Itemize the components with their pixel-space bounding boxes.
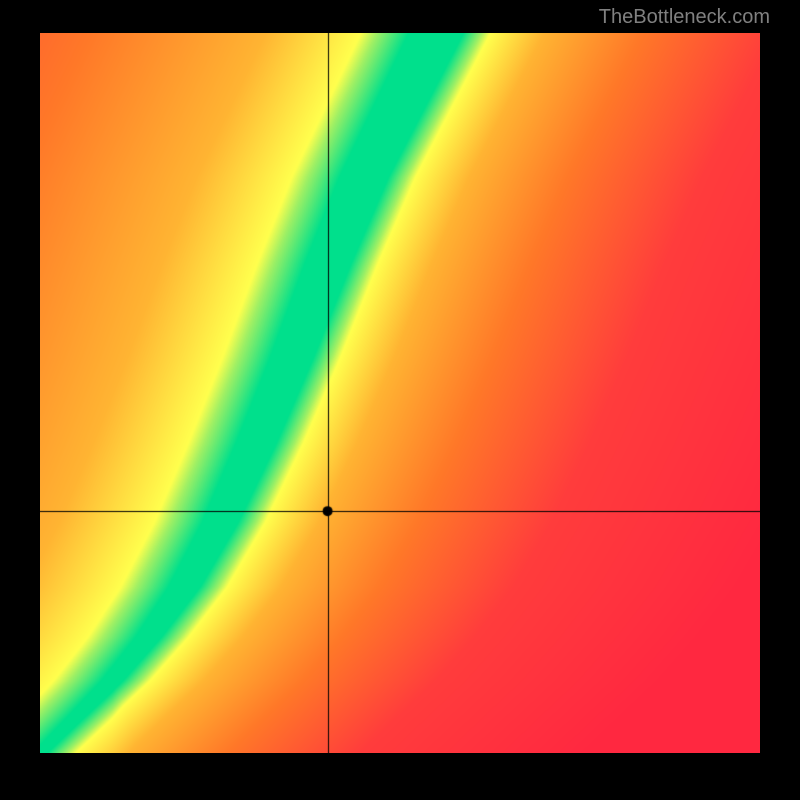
heatmap-chart (40, 33, 760, 753)
watermark-text: TheBottleneck.com (599, 6, 770, 29)
